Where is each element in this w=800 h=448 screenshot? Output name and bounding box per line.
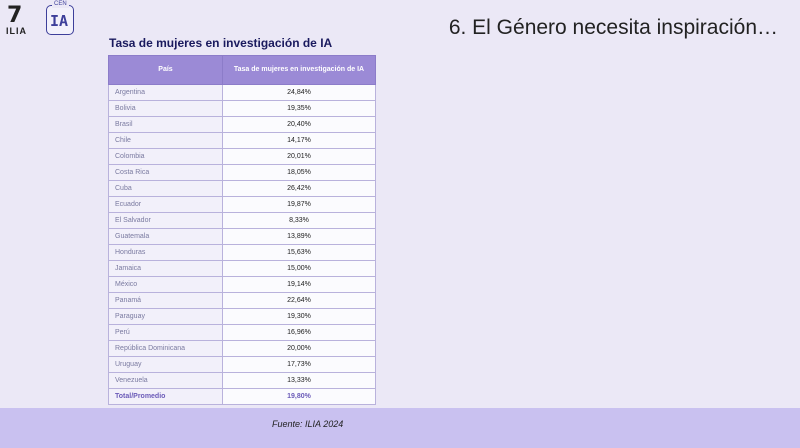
cenia-logo-tag: CEN <box>52 1 69 8</box>
table-row: Paraguay 19,30% <box>108 308 376 325</box>
country-cell: Total/Promedio <box>108 388 223 405</box>
table-row: Costa Rica 18,05% <box>108 164 376 181</box>
rate-cell: 26,42% <box>222 180 376 197</box>
country-cell: Colombia <box>108 148 223 165</box>
table-row: Colombia 20,01% <box>108 148 376 165</box>
ilia-logo-mark: 7 <box>7 3 23 28</box>
rate-cell: 19,35% <box>222 100 376 117</box>
country-cell: México <box>108 276 223 293</box>
cenia-logo-mark: IA <box>50 12 69 30</box>
rate-cell: 20,40% <box>222 116 376 133</box>
rates-table: País Tasa de mujeres en investigación de… <box>108 55 376 405</box>
rate-cell: 13,89% <box>222 228 376 245</box>
country-cell: Brasil <box>108 116 223 133</box>
country-cell: Paraguay <box>108 308 223 325</box>
rate-cell: 24,84% <box>222 84 376 101</box>
cenia-logo: CEN IA <box>46 1 74 35</box>
table-row: Chile 14,17% <box>108 132 376 149</box>
rate-cell: 16,96% <box>222 324 376 341</box>
country-cell: Perú <box>108 324 223 341</box>
country-cell: Guatemala <box>108 228 223 245</box>
table-row: Argentina 24,84% <box>108 84 376 101</box>
table-row: El Salvador 8,33% <box>108 212 376 229</box>
country-cell: Honduras <box>108 244 223 261</box>
rate-cell: 17,73% <box>222 356 376 373</box>
rate-cell: 19,14% <box>222 276 376 293</box>
rate-cell: 14,17% <box>222 132 376 149</box>
rate-cell: 20,01% <box>222 148 376 165</box>
footer-band <box>0 408 800 448</box>
table-row: Panamá 22,64% <box>108 292 376 309</box>
rate-cell: 18,05% <box>222 164 376 181</box>
table-row: Bolivia 19,35% <box>108 100 376 117</box>
table-header-row: País Tasa de mujeres en investigación de… <box>108 55 376 85</box>
country-cell: Costa Rica <box>108 164 223 181</box>
country-cell: Chile <box>108 132 223 149</box>
table-row: México 19,14% <box>108 276 376 293</box>
table-row: Jamaica 15,00% <box>108 260 376 277</box>
rate-cell: 19,30% <box>222 308 376 325</box>
table-row: Honduras 15,63% <box>108 244 376 261</box>
country-cell: Argentina <box>108 84 223 101</box>
table-row: Guatemala 13,89% <box>108 228 376 245</box>
country-cell: Bolivia <box>108 100 223 117</box>
country-cell: El Salvador <box>108 212 223 229</box>
rate-cell: 19,80% <box>222 388 376 405</box>
rate-cell: 20,00% <box>222 340 376 357</box>
rate-cell: 19,87% <box>222 196 376 213</box>
country-cell: Jamaica <box>108 260 223 277</box>
country-cell: República Dominicana <box>108 340 223 357</box>
country-cell: Panamá <box>108 292 223 309</box>
table-row: Cuba 26,42% <box>108 180 376 197</box>
country-cell: Cuba <box>108 180 223 197</box>
rate-cell: 15,63% <box>222 244 376 261</box>
rate-cell: 13,33% <box>222 372 376 389</box>
slide-title: 6. El Género necesita inspiración… <box>448 16 778 39</box>
table-row: Uruguay 17,73% <box>108 356 376 373</box>
total-row: Total/Promedio 19,80% <box>108 388 376 405</box>
table-row: Venezuela 13,33% <box>108 372 376 389</box>
country-cell: Uruguay <box>108 356 223 373</box>
table-row: Perú 16,96% <box>108 324 376 341</box>
ilia-logo: 7 ILIA <box>6 3 32 37</box>
country-cell: Venezuela <box>108 372 223 389</box>
table-row: Ecuador 19,87% <box>108 196 376 213</box>
rate-cell: 8,33% <box>222 212 376 229</box>
rate-cell: 22,64% <box>222 292 376 309</box>
header-rate: Tasa de mujeres en investigación de IA <box>222 55 376 85</box>
country-cell: Ecuador <box>108 196 223 213</box>
table-row: Brasil 20,40% <box>108 116 376 133</box>
table-body: Argentina 24,84% Bolivia 19,35% Brasil 20,40%… <box>108 84 376 405</box>
ilia-logo-text: ILIA <box>6 26 27 36</box>
table-title: Tasa de mujeres en investigación de IA <box>109 36 333 50</box>
table-row: República Dominicana 20,00% <box>108 340 376 357</box>
rate-cell: 15,00% <box>222 260 376 277</box>
source-note: Fuente: ILIA 2024 <box>272 419 344 429</box>
header-country: País <box>108 55 223 85</box>
